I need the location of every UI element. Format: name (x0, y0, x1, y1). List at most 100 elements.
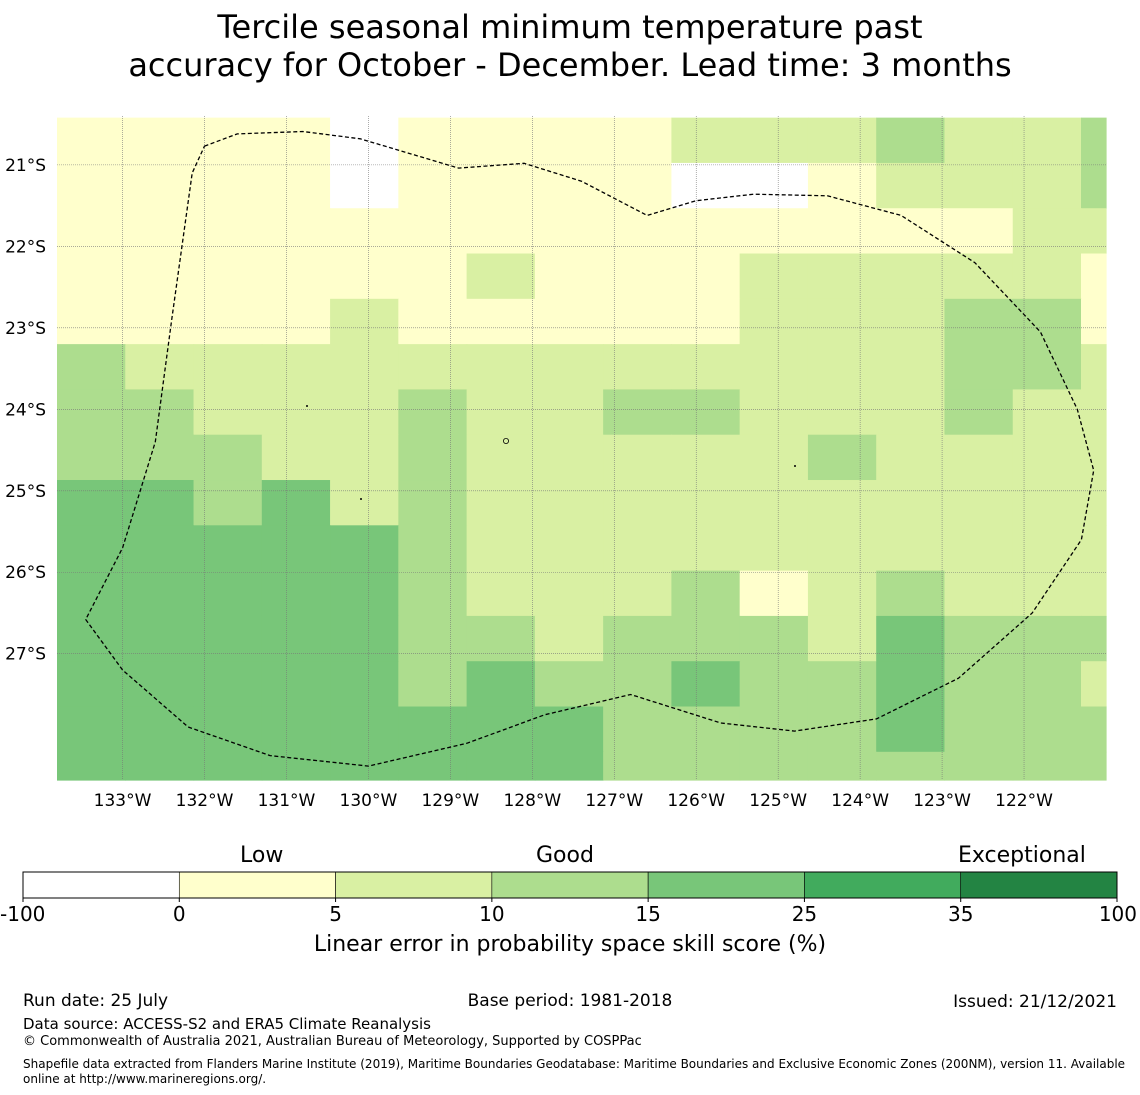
grid-cell (807, 480, 877, 526)
grid-cell (125, 208, 195, 255)
grid-cell (807, 298, 877, 345)
grid-cell (193, 480, 263, 526)
category-label-exceptional: Exceptional (958, 843, 1086, 868)
grid-cell (944, 162, 1014, 209)
grid-cell (739, 253, 809, 300)
colorbar-tick-label: -100 (0, 902, 45, 926)
grid-cell (807, 751, 877, 781)
colorbar-segment (647, 871, 805, 899)
grid-cell (57, 253, 126, 300)
grid-cell (398, 298, 468, 345)
grid-cell (603, 480, 673, 526)
grid-cell (1012, 751, 1082, 781)
grid-cell (739, 615, 809, 662)
lon-tick-label: 133°W (94, 791, 152, 811)
grid-cell (1081, 661, 1107, 708)
grid-cell (807, 253, 877, 300)
grid-cell (398, 389, 468, 436)
grid-cell (739, 208, 809, 255)
grid-cell (534, 253, 604, 300)
grid-cell (261, 706, 331, 753)
issued-date: Issued: 21/12/2021 (953, 992, 1117, 1012)
grid-cell (398, 525, 468, 572)
grid-cell (466, 525, 536, 572)
grid-cell (603, 117, 673, 164)
grid-cell (398, 615, 468, 662)
lon-tick-label: 128°W (503, 791, 561, 811)
grid-cell (466, 480, 536, 526)
grid-cell (398, 344, 468, 391)
colorbar (22, 871, 1118, 899)
grid-cell (739, 661, 809, 708)
grid-cell (944, 389, 1014, 436)
grid-cell (125, 751, 195, 781)
grid-cell (398, 480, 468, 526)
grid-cell (534, 615, 604, 662)
grid-cell (1081, 706, 1107, 753)
grid-cell (398, 570, 468, 617)
grid-cell (261, 389, 331, 436)
grid-cell (671, 162, 741, 209)
grid-cell (876, 253, 946, 300)
grid-cell (1081, 751, 1107, 781)
grid-cell (807, 208, 877, 255)
grid-cell (876, 706, 946, 753)
grid-cell (671, 344, 741, 391)
grid-cell (466, 162, 536, 209)
grid-cell (876, 298, 946, 345)
grid-cell (125, 253, 195, 300)
grid-cell (1012, 208, 1082, 255)
grid-cell (193, 525, 263, 572)
grid-cell (261, 661, 331, 708)
lon-tick-label: 132°W (176, 791, 234, 811)
grid-cell (398, 208, 468, 255)
grid-cell (671, 661, 741, 708)
grid-cell (944, 480, 1014, 526)
grid-cell (603, 298, 673, 345)
grid-cell (534, 480, 604, 526)
grid-cell (876, 661, 946, 708)
grid-cell (125, 434, 195, 481)
grid-cell (125, 480, 195, 526)
grid-cell (534, 117, 604, 164)
grid-cell (1012, 253, 1082, 300)
grid-cell (739, 480, 809, 526)
grid-cell (1012, 570, 1082, 617)
grid-cell (876, 434, 946, 481)
grid-cell (876, 525, 946, 572)
grid-cell (739, 344, 809, 391)
colorbar-frame (22, 871, 1118, 899)
grid-cell (534, 162, 604, 209)
category-label-good: Good (536, 843, 594, 868)
grid-cell (125, 570, 195, 617)
colorbar-tick-label: 15 (635, 902, 660, 926)
grid-cell (671, 751, 741, 781)
grid-cell (466, 615, 536, 662)
grid-cell (330, 434, 399, 481)
grid-cell (1012, 298, 1082, 345)
grid-cell (534, 389, 604, 436)
grid-cell (193, 344, 263, 391)
islands (306, 405, 796, 500)
grid-cell (1012, 434, 1082, 481)
grid-cell (807, 570, 877, 617)
grid-cell (398, 661, 468, 708)
lat-tick-label: 22°S (5, 237, 46, 257)
grid-cell (57, 751, 126, 781)
copyright: © Commonwealth of Australia 2021, Austra… (23, 1034, 642, 1049)
grid-cell (944, 434, 1014, 481)
lon-tick-label: 125°W (749, 791, 807, 811)
grid-cell (671, 389, 741, 436)
grid-cell (671, 298, 741, 345)
lon-tick-label: 123°W (913, 791, 971, 811)
grid-cell (739, 525, 809, 572)
grid-cell (330, 525, 399, 572)
lon-tick-label: 126°W (667, 791, 725, 811)
grid-cell (330, 615, 399, 662)
grid-cell (261, 480, 331, 526)
grid-cell (261, 434, 331, 481)
grid-cell (1081, 570, 1107, 617)
colorbar-segment (804, 871, 962, 899)
grid-cell (1081, 162, 1107, 209)
